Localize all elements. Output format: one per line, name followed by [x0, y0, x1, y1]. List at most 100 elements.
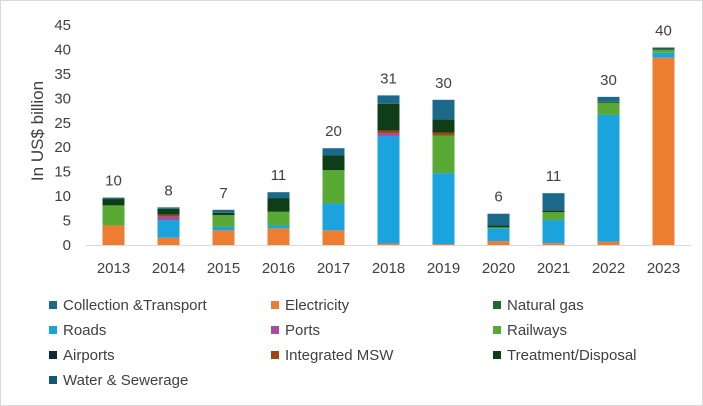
- bar-segment: [487, 225, 510, 228]
- bar-segment: [487, 228, 510, 242]
- bar-segment: [652, 52, 675, 58]
- x-tick-label: 2020: [482, 260, 515, 277]
- legend-item: Roads: [49, 320, 106, 340]
- bar-segment: [597, 96, 620, 102]
- legend-item: Railways: [493, 320, 567, 340]
- y-tick-label: 10: [54, 188, 71, 205]
- bar-segment: [212, 209, 235, 213]
- bar-segment: [322, 230, 345, 245]
- total-label: 30: [600, 72, 617, 89]
- bar-segment: [652, 48, 675, 49]
- y-axis-title: In US$ billion: [28, 81, 47, 181]
- total-label: 11: [546, 168, 562, 185]
- total-label: 40: [655, 22, 672, 39]
- legend-swatch: [49, 301, 57, 309]
- legend-swatch: [493, 351, 501, 359]
- x-tick-label: 2018: [372, 260, 405, 277]
- legend-item: Natural gas: [493, 295, 584, 315]
- bar-segment: [652, 57, 675, 245]
- bar-segment: [542, 220, 565, 244]
- legend-label: Water & Sewerage: [63, 371, 189, 389]
- bar-segment: [487, 241, 510, 245]
- total-label: 8: [164, 182, 172, 199]
- bar-segment: [487, 227, 510, 229]
- bar-segment: [377, 135, 400, 244]
- bar-segment: [267, 198, 290, 212]
- bar-segment: [597, 114, 620, 242]
- y-tick-label: 15: [54, 164, 71, 181]
- bar-segment: [652, 47, 675, 49]
- legend-label: Ports: [285, 321, 321, 339]
- bar-segment: [102, 225, 125, 245]
- bar-segment: [322, 155, 345, 171]
- y-tick-label: 25: [54, 115, 71, 132]
- bar-segment: [267, 192, 290, 199]
- legend-label: Treatment/Disposal: [507, 346, 637, 364]
- legend-swatch: [271, 351, 279, 359]
- legend-item: Water & Sewerage: [49, 370, 188, 390]
- bar-segment: [377, 103, 400, 131]
- legend-swatch: [49, 351, 57, 359]
- bar-segment: [212, 230, 235, 245]
- x-tick-label: 2015: [207, 260, 240, 277]
- y-tick-label: 0: [63, 237, 71, 254]
- legend-item: Treatment/Disposal: [493, 345, 637, 365]
- bar-segment: [322, 203, 345, 231]
- bar-segment: [157, 208, 180, 215]
- bar-segment: [157, 237, 180, 245]
- y-tick-label: 40: [54, 41, 71, 58]
- y-tick-label: 45: [54, 17, 71, 34]
- bar-segment: [432, 135, 455, 174]
- bar-segment: [542, 193, 565, 211]
- legend-item: Ports: [271, 320, 320, 340]
- legend-swatch: [49, 376, 57, 384]
- bar-segment: [267, 225, 290, 229]
- bar-segment: [377, 95, 400, 104]
- total-label: 31: [380, 70, 397, 87]
- bar-segment: [597, 102, 620, 115]
- legend-item: Electricity: [271, 295, 349, 315]
- x-tick-label: 2017: [317, 260, 350, 277]
- total-label: 20: [325, 123, 342, 140]
- bar-segment: [212, 215, 235, 227]
- legend-label: Electricity: [285, 296, 350, 314]
- bar-segment: [157, 216, 180, 221]
- total-label: 7: [219, 185, 227, 202]
- legend-label: Collection &Transport: [63, 296, 207, 314]
- x-tick-label: 2014: [152, 260, 185, 277]
- y-axis: 0 5 10 15 20 25 30 35 40 45: [54, 17, 71, 254]
- x-tick-label: 2019: [427, 260, 460, 277]
- legend-swatch: [271, 326, 279, 334]
- bar-segment: [102, 205, 125, 226]
- bar-segment: [542, 243, 565, 245]
- bar-segment: [377, 130, 400, 134]
- legend-swatch: [49, 326, 57, 334]
- bar-segment: [157, 220, 180, 238]
- x-tick-label: 2023: [647, 260, 680, 277]
- bar-segment: [432, 99, 455, 120]
- legend-swatch: [271, 301, 279, 309]
- bars: [102, 47, 675, 245]
- total-label: 10: [105, 173, 122, 190]
- legend-item: Airports: [49, 345, 115, 365]
- bar-segment: [542, 210, 565, 213]
- bar-segment: [267, 211, 290, 226]
- bar-segment: [652, 49, 675, 53]
- bar-segment: [157, 207, 180, 209]
- legend-item: Collection &Transport: [49, 295, 207, 315]
- legend-swatch: [493, 301, 501, 309]
- bar-segment: [432, 244, 455, 245]
- bar-segment: [432, 119, 455, 133]
- legend-swatch: [493, 326, 501, 334]
- y-tick-label: 30: [54, 90, 71, 107]
- x-tick-label: 2022: [592, 260, 625, 277]
- legend-item: Integrated MSW: [271, 345, 393, 365]
- x-axis: 2013 2014 2015 2016 2017 2018 2019 2020 2021 2022…: [86, 245, 691, 277]
- legend-label: Integrated MSW: [285, 346, 394, 364]
- bar-segment: [102, 199, 125, 206]
- x-tick-label: 2016: [262, 260, 295, 277]
- legend-label: Roads: [63, 321, 107, 339]
- bar-segment: [267, 228, 290, 245]
- legend-label: Railways: [507, 321, 568, 339]
